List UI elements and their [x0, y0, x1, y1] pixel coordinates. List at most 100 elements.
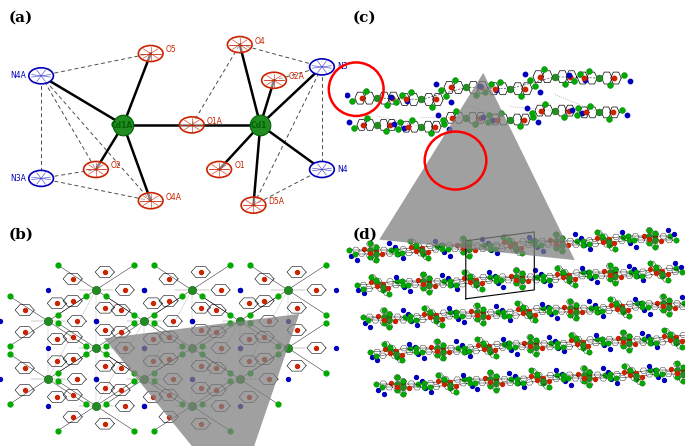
Text: O4A: O4A: [166, 193, 182, 202]
Point: [410, 317, 421, 324]
Point: [390, 351, 401, 358]
Point: [572, 104, 583, 112]
Point: [512, 376, 523, 383]
Point: [571, 338, 582, 345]
Point: [397, 307, 408, 314]
Point: [405, 237, 416, 244]
Point: [186, 318, 197, 325]
Circle shape: [29, 68, 53, 84]
Point: [392, 373, 403, 380]
Point: [0, 376, 5, 383]
Point: [663, 303, 674, 310]
Point: [597, 232, 608, 240]
Point: [612, 334, 623, 342]
Point: [625, 268, 636, 276]
Point: [532, 376, 543, 384]
Point: [99, 384, 110, 392]
Point: [391, 353, 402, 360]
Circle shape: [310, 161, 334, 178]
Point: [603, 368, 614, 376]
Point: [53, 378, 64, 385]
Point: [575, 70, 586, 77]
Point: [451, 338, 462, 345]
Point: [138, 286, 149, 293]
Point: [516, 277, 527, 284]
Point: [609, 240, 620, 247]
Point: [458, 344, 469, 351]
Point: [584, 372, 595, 379]
Point: [365, 273, 376, 280]
Point: [67, 391, 78, 398]
Point: [471, 312, 482, 319]
Point: [556, 238, 567, 245]
Point: [473, 341, 484, 348]
Point: [42, 318, 53, 325]
Point: [399, 124, 410, 131]
Point: [282, 286, 293, 293]
Point: [397, 391, 408, 398]
Text: O1A: O1A: [207, 117, 223, 126]
Point: [470, 279, 481, 286]
Point: [452, 241, 463, 248]
Point: [431, 96, 442, 103]
Point: [484, 245, 495, 252]
Point: [163, 413, 174, 421]
Point: [525, 340, 536, 347]
Point: [658, 303, 669, 310]
Point: [537, 377, 548, 384]
Point: [591, 228, 602, 235]
Point: [450, 77, 461, 84]
Text: O1: O1: [234, 161, 245, 170]
Point: [544, 334, 555, 341]
Point: [564, 73, 575, 80]
Point: [376, 251, 387, 258]
Point: [413, 380, 424, 387]
Point: [610, 265, 621, 273]
Point: [625, 239, 636, 246]
Point: [584, 67, 595, 74]
Point: [397, 377, 408, 384]
Point: [645, 310, 656, 317]
Point: [460, 114, 471, 121]
Point: [570, 281, 581, 288]
Point: [658, 377, 669, 384]
Point: [632, 273, 643, 280]
Point: [552, 344, 563, 351]
Point: [425, 311, 436, 318]
Point: [577, 344, 588, 351]
Point: [496, 277, 507, 284]
FancyArrowPatch shape: [379, 73, 575, 260]
Point: [504, 243, 515, 250]
Point: [423, 288, 435, 295]
Point: [437, 321, 448, 328]
Point: [412, 277, 423, 284]
Point: [445, 252, 456, 259]
Point: [540, 100, 551, 107]
Point: [485, 382, 496, 389]
Point: [477, 310, 488, 317]
Point: [320, 262, 331, 269]
Point: [215, 286, 226, 293]
Point: [363, 317, 374, 324]
Point: [523, 277, 534, 285]
Point: [677, 370, 685, 377]
Point: [583, 342, 594, 349]
Point: [460, 84, 471, 91]
Point: [630, 373, 641, 380]
Point: [436, 315, 447, 322]
Point: [371, 95, 382, 102]
Point: [523, 310, 534, 318]
Point: [518, 306, 529, 314]
Point: [371, 352, 382, 359]
Point: [403, 281, 414, 289]
Point: [545, 281, 556, 288]
Text: Cd1A: Cd1A: [111, 121, 133, 130]
Point: [458, 376, 469, 383]
Point: [610, 279, 621, 286]
Point: [438, 341, 449, 348]
Point: [495, 78, 506, 85]
Point: [471, 91, 482, 98]
Point: [580, 109, 591, 116]
Point: [224, 311, 235, 318]
Point: [263, 376, 274, 383]
